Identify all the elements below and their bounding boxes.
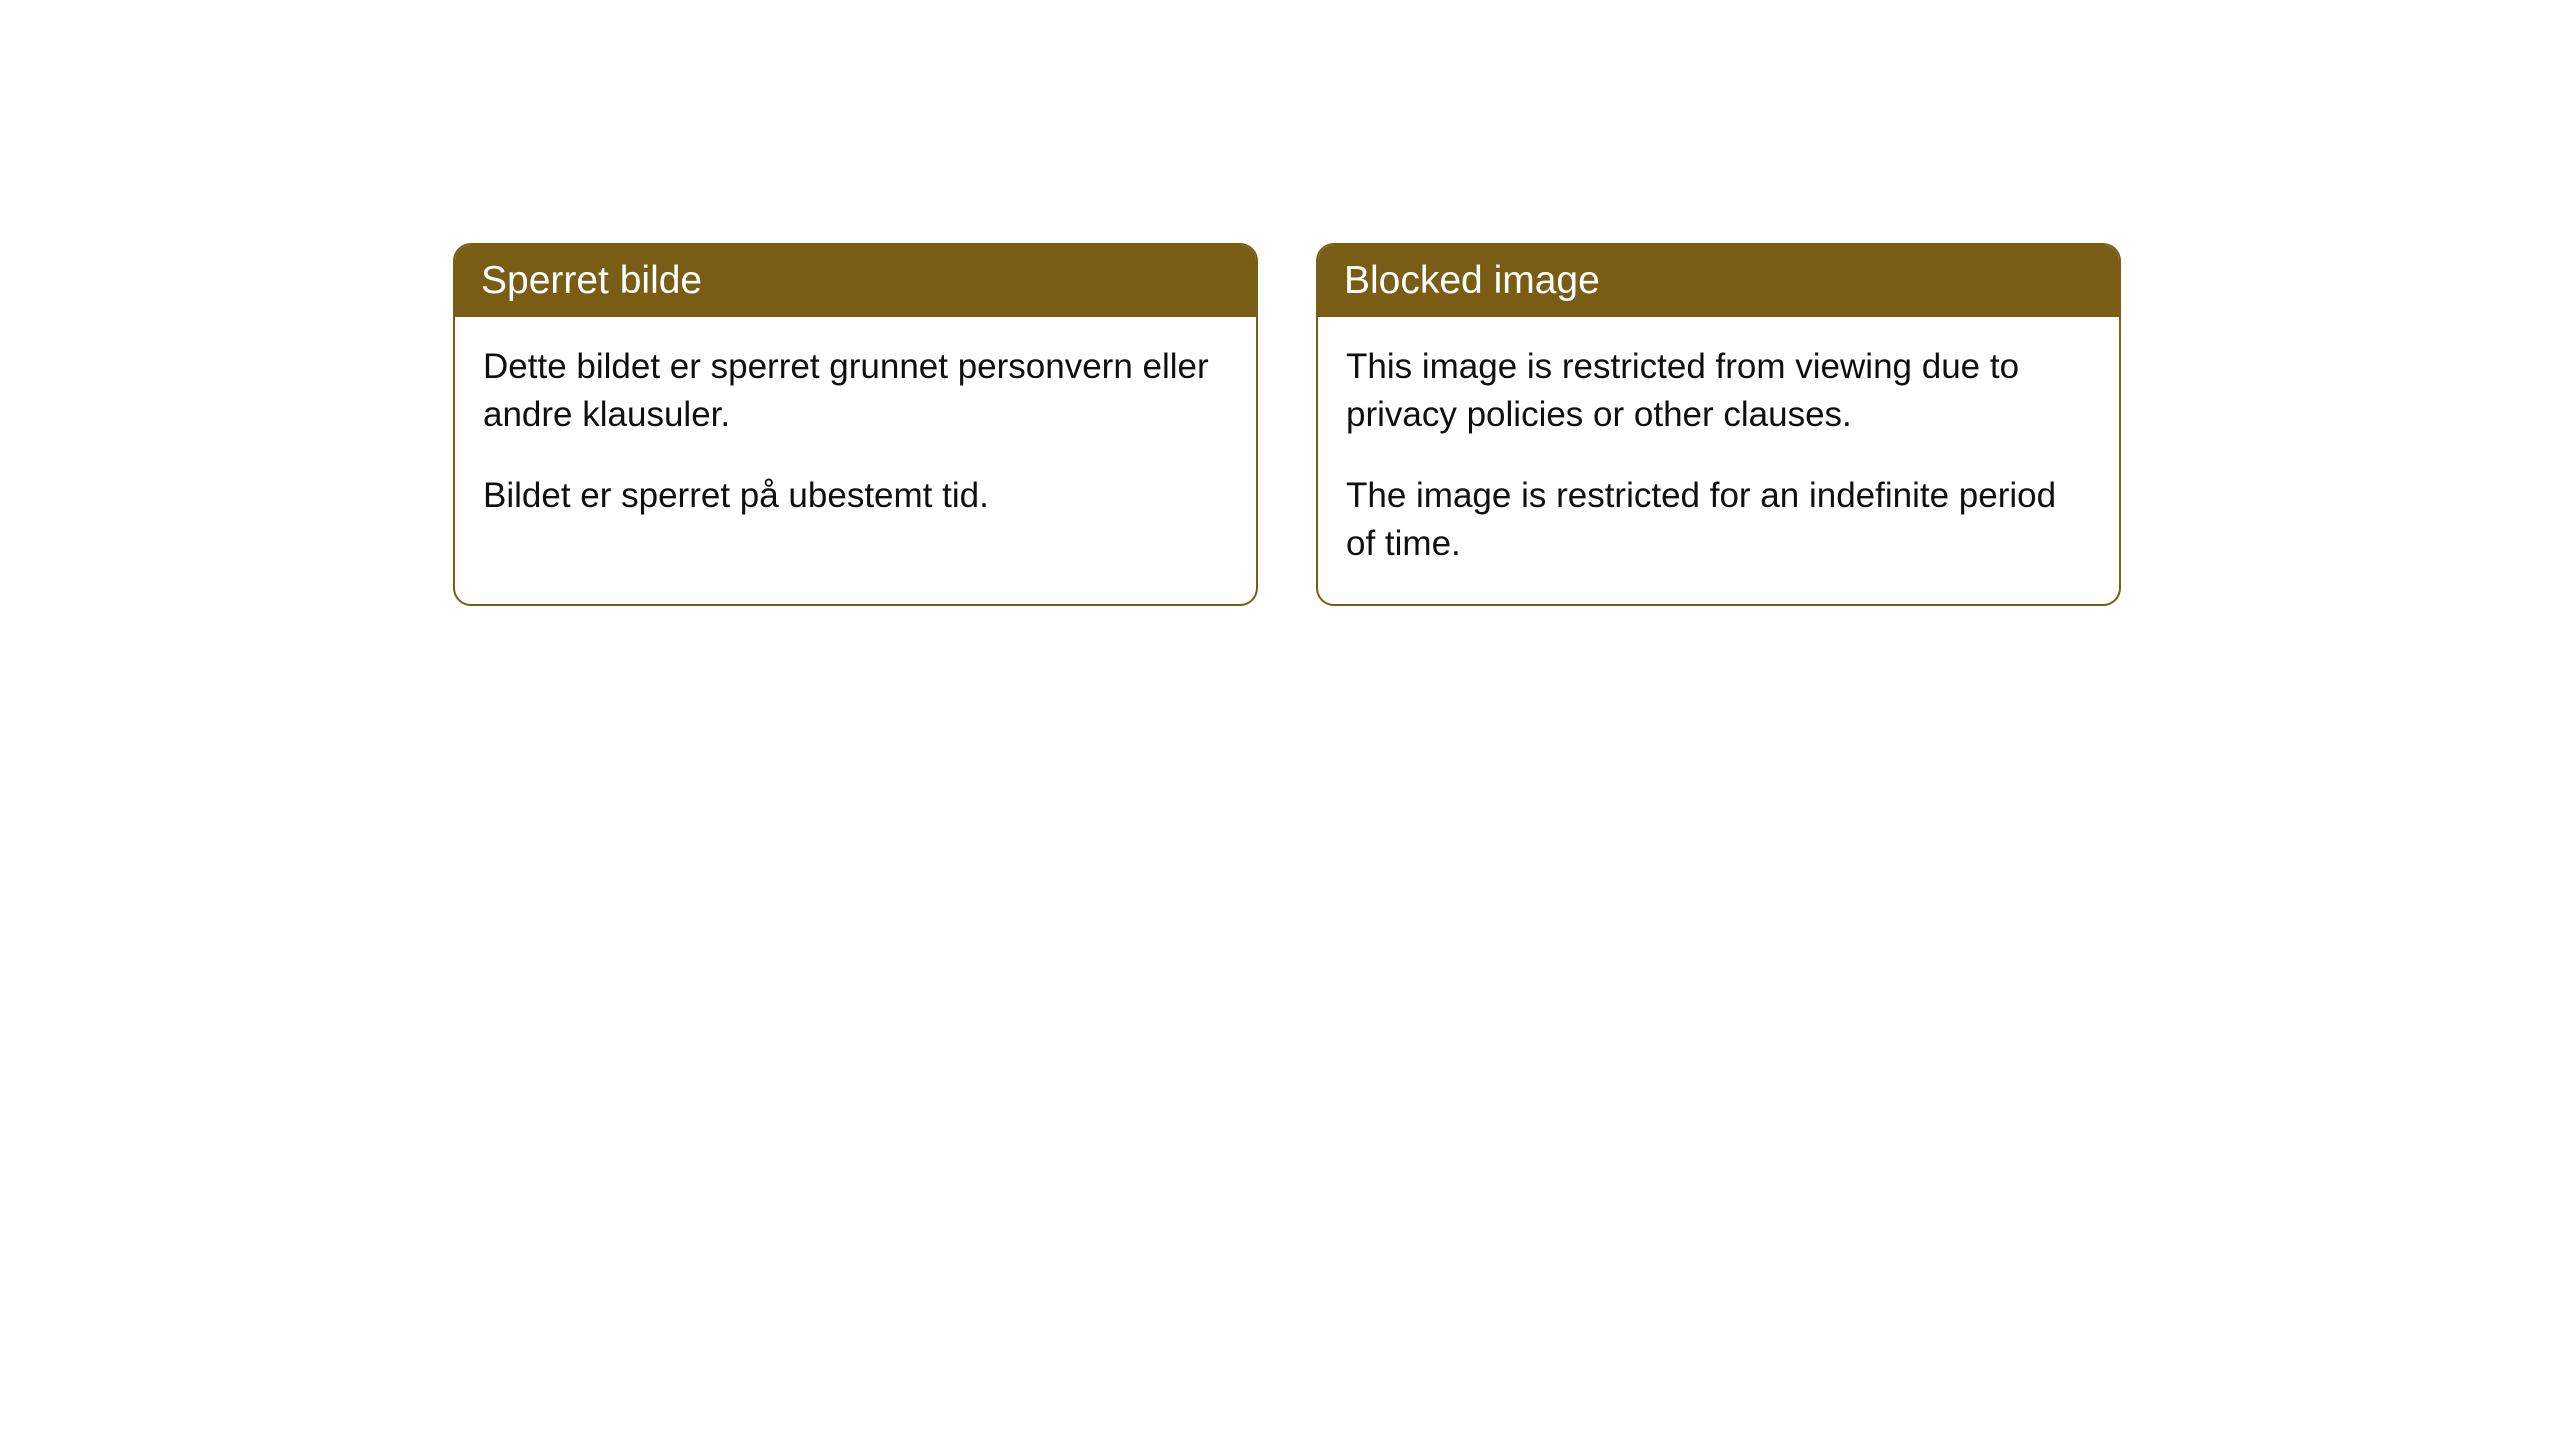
blocked-image-card-english: Blocked image This image is restricted f…	[1316, 243, 2121, 606]
card-body-norwegian: Dette bildet er sperret grunnet personve…	[455, 317, 1256, 556]
card-header-norwegian: Sperret bilde	[455, 245, 1256, 317]
card-title: Sperret bilde	[481, 259, 702, 302]
card-paragraph: This image is restricted from viewing du…	[1346, 343, 2091, 440]
blocked-image-card-norwegian: Sperret bilde Dette bildet er sperret gr…	[453, 243, 1258, 606]
card-paragraph: Bildet er sperret på ubestemt tid.	[483, 472, 1228, 520]
card-paragraph: Dette bildet er sperret grunnet personve…	[483, 343, 1228, 440]
notice-cards-container: Sperret bilde Dette bildet er sperret gr…	[453, 243, 2121, 606]
card-paragraph: The image is restricted for an indefinit…	[1346, 472, 2091, 569]
card-title: Blocked image	[1344, 259, 1600, 302]
card-body-english: This image is restricted from viewing du…	[1318, 317, 2119, 604]
card-header-english: Blocked image	[1318, 245, 2119, 317]
